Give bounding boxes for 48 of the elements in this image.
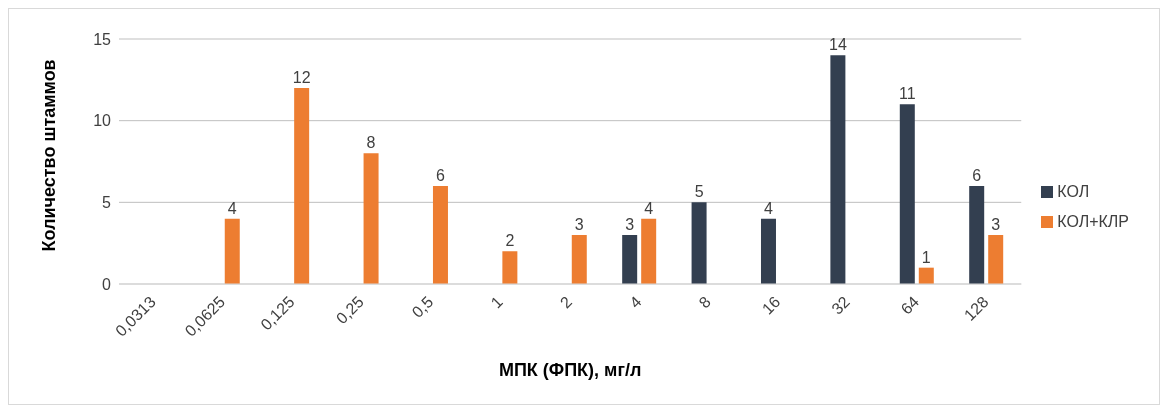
bar — [571, 235, 587, 284]
x-tick-label: 0,5 — [408, 293, 437, 321]
bar — [830, 55, 846, 284]
data-label: 5 — [694, 183, 704, 201]
data-label: 4 — [764, 199, 774, 217]
x-tick-label: 16 — [758, 293, 784, 318]
bar — [224, 218, 240, 284]
x-tick-label: 8 — [695, 293, 715, 312]
bar — [363, 153, 379, 284]
y-axis-title: Количество штаммов — [39, 59, 60, 252]
bar — [760, 218, 776, 284]
x-tick-label: 128 — [960, 293, 992, 324]
legend-label: КОЛ+КЛР — [1057, 212, 1129, 230]
data-label: 4 — [644, 199, 654, 217]
x-tick-label: 1 — [487, 293, 506, 312]
y-tick-label: 5 — [102, 194, 112, 212]
y-tick-label: 15 — [93, 30, 112, 48]
bar — [622, 235, 638, 284]
y-tick-label: 0 — [102, 275, 112, 293]
x-tick-label: 2 — [556, 293, 576, 312]
bar — [641, 218, 657, 284]
data-label: 3 — [574, 216, 584, 233]
x-axis-title: МПК (ФПК), мг/л — [498, 360, 642, 380]
data-label: 8 — [366, 134, 376, 152]
bar — [918, 267, 934, 284]
data-label: 2 — [505, 232, 515, 250]
data-label: 3 — [991, 216, 1001, 233]
y-tick-label: 10 — [93, 112, 112, 130]
data-label: 4 — [227, 199, 237, 217]
x-tick-label: 0,25 — [332, 293, 368, 328]
bar — [899, 104, 915, 284]
data-label: 1 — [921, 248, 931, 266]
x-tick-label: 64 — [897, 293, 923, 318]
bar — [432, 186, 448, 284]
data-label: 14 — [828, 36, 847, 54]
data-label: 12 — [292, 69, 311, 86]
data-label: 11 — [898, 85, 916, 103]
x-tick-label: 4 — [626, 293, 645, 312]
data-label: 6 — [436, 167, 446, 184]
legend-label: КОЛ — [1057, 182, 1090, 200]
bar — [691, 202, 707, 284]
x-tick-label: 32 — [828, 293, 853, 318]
bar — [294, 88, 310, 284]
data-label: 6 — [972, 167, 982, 184]
bar — [988, 235, 1004, 284]
bar — [502, 251, 518, 284]
data-label: 3 — [625, 216, 635, 233]
bar — [969, 186, 985, 284]
